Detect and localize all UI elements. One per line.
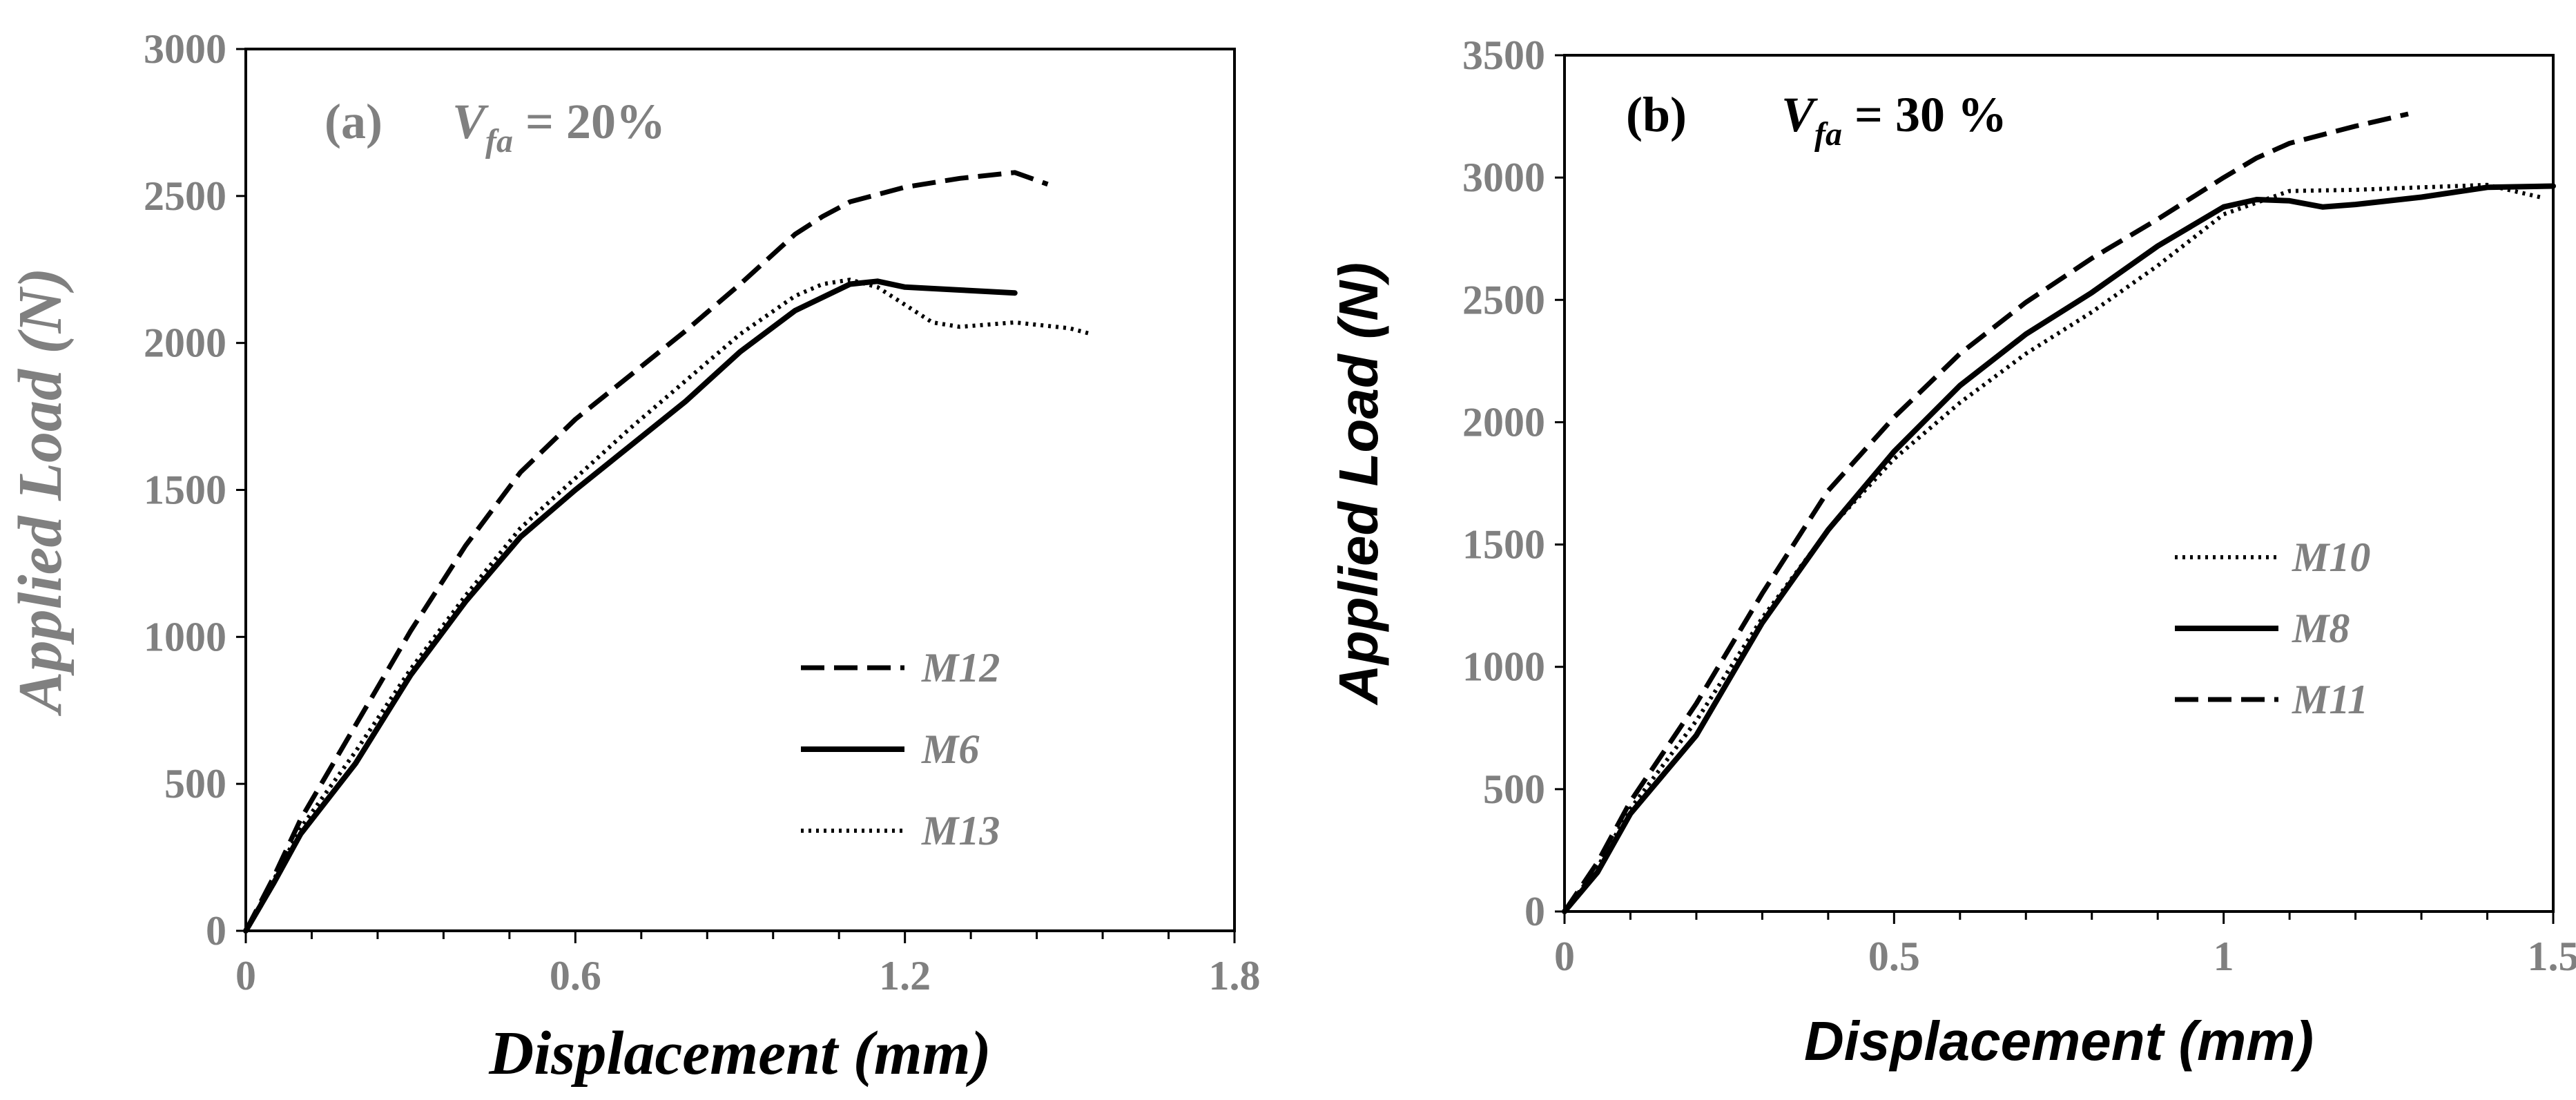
series-line-m13 <box>244 278 1092 932</box>
legend-label-m8: M8 <box>2292 606 2350 651</box>
y-tick-label-a: 500 <box>164 761 226 807</box>
x-axis-title-a: Displacement (mm) <box>488 1019 991 1088</box>
y-tick-label-a: 1000 <box>144 614 226 659</box>
y-tick-label-b: 2000 <box>1462 399 1545 445</box>
legend-label-m13: M13 <box>921 808 1000 853</box>
x-tick-label-b: 0 <box>1554 934 1575 979</box>
y-axis-title-b: Applied Load (N) <box>1328 262 1389 706</box>
y-tick-label-b: 0 <box>1524 889 1545 934</box>
series-line-m8 <box>1562 183 2556 914</box>
legend-label-m12: M12 <box>921 645 1000 691</box>
y-tick-label-a: 1500 <box>144 467 226 513</box>
legend-a: M12 M6 M13 <box>801 645 1000 853</box>
x-tick-label-b: 1.5 <box>2528 934 2576 979</box>
y-tick-label-b: 3500 <box>1462 32 1545 78</box>
series-line-m10 <box>1562 182 2541 913</box>
x-tick-label-a: 1.8 <box>1209 953 1261 998</box>
legend-label-m6: M6 <box>921 726 979 772</box>
y-tick-label-a: 2500 <box>144 173 226 219</box>
x-tick-label-b: 1 <box>2214 934 2234 979</box>
legend-label-m11: M11 <box>2292 677 2368 722</box>
series-line-m11 <box>1562 111 2409 913</box>
panel-label-b: (b) <box>1626 87 1687 142</box>
y-tick-label-a: 3000 <box>144 26 226 72</box>
y-tick-label-a: 2000 <box>144 320 226 366</box>
panel-label-a: (a) <box>325 94 382 149</box>
legend-b: M10 M8 M11 <box>2175 534 2370 722</box>
y-tick-label-b: 3000 <box>1462 155 1545 200</box>
y-tick-label-a: 0 <box>206 908 226 954</box>
x-tick-label-a: 0 <box>235 953 256 998</box>
y-tick-label-b: 1000 <box>1462 644 1545 690</box>
panel-b: 0 500 1000 1500 2000 2500 3000 3500 0 0.5 1 1.5 (b… <box>1328 32 2576 1072</box>
annotation-a: Vfa = 20% <box>452 94 666 160</box>
plot-area-a <box>244 48 1236 932</box>
x-tick-label-a: 1.2 <box>879 953 931 998</box>
series-line-m12 <box>243 170 1049 932</box>
plot-area-b <box>1563 54 2555 913</box>
y-tick-label-b: 1500 <box>1462 522 1545 568</box>
legend-label-m10: M10 <box>2292 534 2370 580</box>
x-tick-label-a: 0.6 <box>550 953 601 998</box>
y-axis-title-a: Applied Load (N) <box>6 268 75 717</box>
x-axis-title-b: Displacement (mm) <box>1804 1010 2314 1072</box>
y-tick-label-b: 2500 <box>1462 277 1545 322</box>
series-line-m6 <box>243 278 1018 934</box>
annotation-b: Vfa = 30 % <box>1781 87 2007 153</box>
y-tick-label-b: 500 <box>1483 766 1545 812</box>
x-tick-label-b: 0.5 <box>1868 934 1920 979</box>
